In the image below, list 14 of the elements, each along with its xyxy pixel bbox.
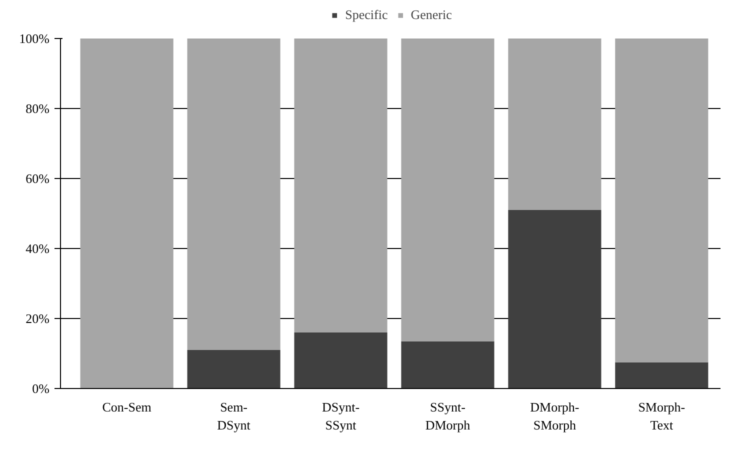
x-tick-label: SSynt- DMorph [425,400,471,432]
y-tick-label: 100% [19,31,50,46]
x-tick-label: Con-Sem [102,400,152,414]
legend-label: Generic [410,7,452,23]
x-tick-label: SMorph- Text [638,400,686,432]
y-tick-label: 40% [26,241,50,256]
y-tick-label: 60% [26,171,50,186]
y-tick-label: 80% [26,101,50,116]
x-tick-label: DMorph- SMorph [530,400,580,432]
legend-label: Specific [345,7,388,23]
y-tick-label: 20% [26,311,50,326]
y-tick-label: 0% [32,381,50,396]
x-tick-label: Sem- DSynt [217,400,251,432]
x-tick-label: DSynt- SSynt [322,400,360,432]
